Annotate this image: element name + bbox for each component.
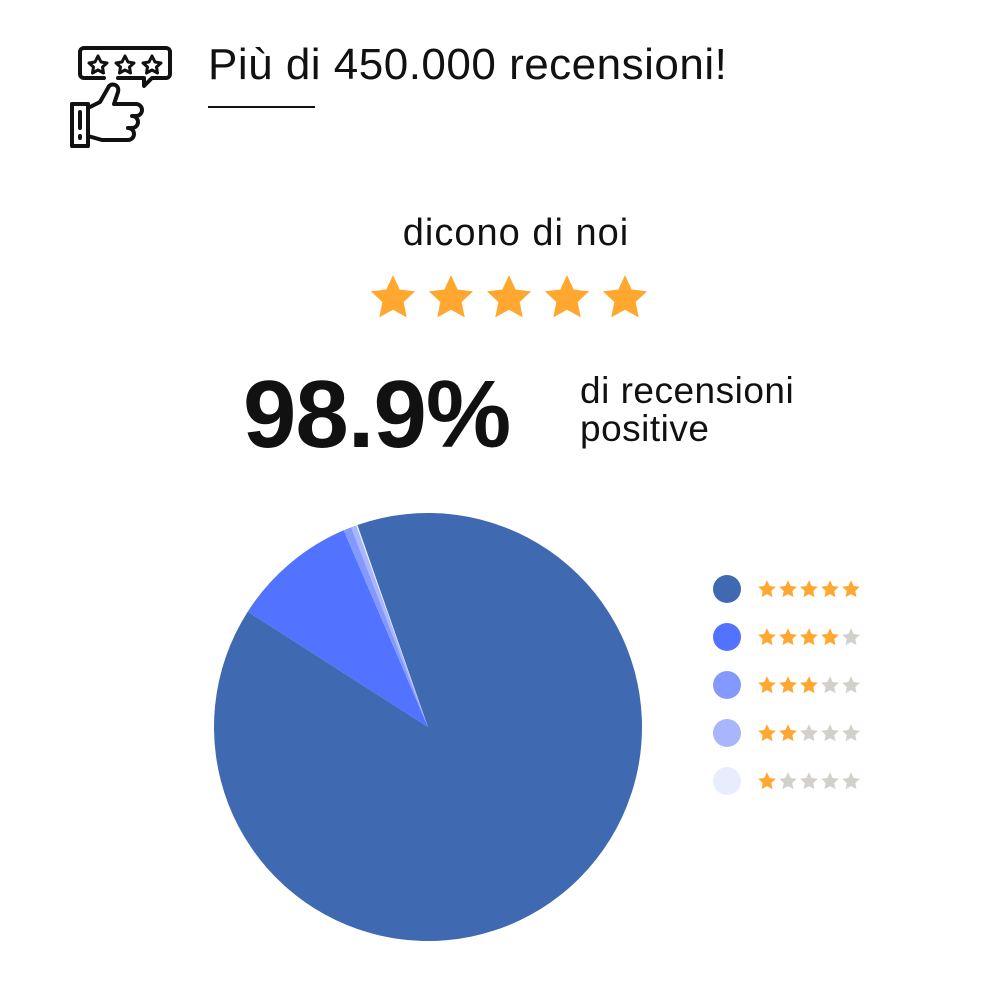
legend-swatch: [713, 671, 741, 699]
legend-swatch: [713, 575, 741, 603]
pie-slice-5-stars: [214, 513, 642, 941]
legend-swatch: [713, 767, 741, 795]
legend-stars: [757, 675, 861, 695]
star-filled-icon: [758, 580, 776, 598]
rating-stars: [368, 272, 650, 322]
star-empty-icon: [779, 772, 797, 790]
legend-stars: [757, 771, 861, 791]
legend-swatch: [713, 719, 741, 747]
star-filled-icon: [779, 724, 797, 742]
star-icon: [370, 275, 416, 318]
legend-stars: [757, 579, 861, 599]
percentage-label: di recensioni positive: [580, 372, 794, 448]
legend-item-3-stars: [713, 661, 861, 709]
pie-slice-1-stars: [356, 524, 428, 727]
star-empty-icon: [821, 772, 839, 790]
star-filled-icon: [779, 628, 797, 646]
star-empty-icon: [821, 724, 839, 742]
page-title: Più di 450.000 recensioni!: [208, 40, 728, 89]
star-filled-icon: [758, 676, 776, 694]
pie-slice-4-stars: [247, 530, 428, 727]
legend: [713, 565, 861, 805]
legend-item-1-stars: [713, 757, 861, 805]
star-empty-icon: [821, 676, 839, 694]
star-filled-icon: [800, 628, 818, 646]
star-filled-icon: [800, 580, 818, 598]
star-icon: [544, 275, 590, 318]
legend-item-4-stars: [713, 613, 861, 661]
subtitle: dicono di noi: [402, 212, 630, 254]
star-empty-icon: [800, 724, 818, 742]
star-filled-icon: [821, 628, 839, 646]
legend-item-5-stars: [713, 565, 861, 613]
star-icon: [428, 275, 474, 318]
star-empty-icon: [842, 628, 860, 646]
star-filled-icon: [779, 676, 797, 694]
review-icon: [68, 46, 174, 157]
star-filled-icon: [758, 628, 776, 646]
percentage-label-line1: di recensioni: [580, 370, 795, 411]
legend-item-2-stars: [713, 709, 861, 757]
pie-chart: [214, 513, 642, 941]
pie-slice-2-stars: [351, 525, 428, 727]
star-empty-icon: [800, 772, 818, 790]
star-icon: [486, 275, 532, 318]
pie-slice-3-stars: [343, 527, 428, 727]
star-empty-icon: [842, 724, 860, 742]
title-underline: [208, 106, 315, 108]
legend-stars: [757, 723, 861, 743]
legend-swatch: [713, 623, 741, 651]
star-filled-icon: [779, 580, 797, 598]
star-empty-icon: [842, 772, 860, 790]
star-filled-icon: [842, 580, 860, 598]
star-filled-icon: [800, 676, 818, 694]
star-filled-icon: [821, 580, 839, 598]
positive-percentage: 98.9%: [243, 361, 511, 468]
star-filled-icon: [758, 724, 776, 742]
star-filled-icon: [758, 772, 776, 790]
legend-stars: [757, 627, 861, 647]
star-empty-icon: [842, 676, 860, 694]
star-icon: [602, 275, 648, 318]
percentage-label-line2: positive: [580, 408, 710, 449]
